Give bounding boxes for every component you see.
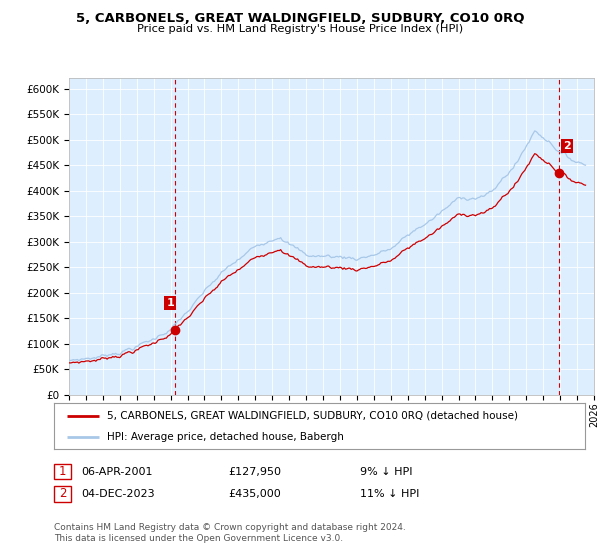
Text: 2: 2 (563, 141, 571, 151)
Text: 1: 1 (166, 298, 174, 308)
Text: 5, CARBONELS, GREAT WALDINGFIELD, SUDBURY, CO10 0RQ (detached house): 5, CARBONELS, GREAT WALDINGFIELD, SUDBUR… (107, 410, 518, 421)
Text: 11% ↓ HPI: 11% ↓ HPI (360, 489, 419, 499)
Text: £127,950: £127,950 (228, 466, 281, 477)
Text: 1: 1 (59, 465, 66, 478)
Text: HPI: Average price, detached house, Babergh: HPI: Average price, detached house, Babe… (107, 432, 344, 442)
Text: 9% ↓ HPI: 9% ↓ HPI (360, 466, 413, 477)
Text: £435,000: £435,000 (228, 489, 281, 499)
Text: Price paid vs. HM Land Registry's House Price Index (HPI): Price paid vs. HM Land Registry's House … (137, 24, 463, 34)
Text: Contains HM Land Registry data © Crown copyright and database right 2024.
This d: Contains HM Land Registry data © Crown c… (54, 524, 406, 543)
Text: 2: 2 (59, 487, 66, 501)
Text: 5, CARBONELS, GREAT WALDINGFIELD, SUDBURY, CO10 0RQ: 5, CARBONELS, GREAT WALDINGFIELD, SUDBUR… (76, 12, 524, 25)
Text: 04-DEC-2023: 04-DEC-2023 (81, 489, 155, 499)
Text: 06-APR-2001: 06-APR-2001 (81, 466, 152, 477)
